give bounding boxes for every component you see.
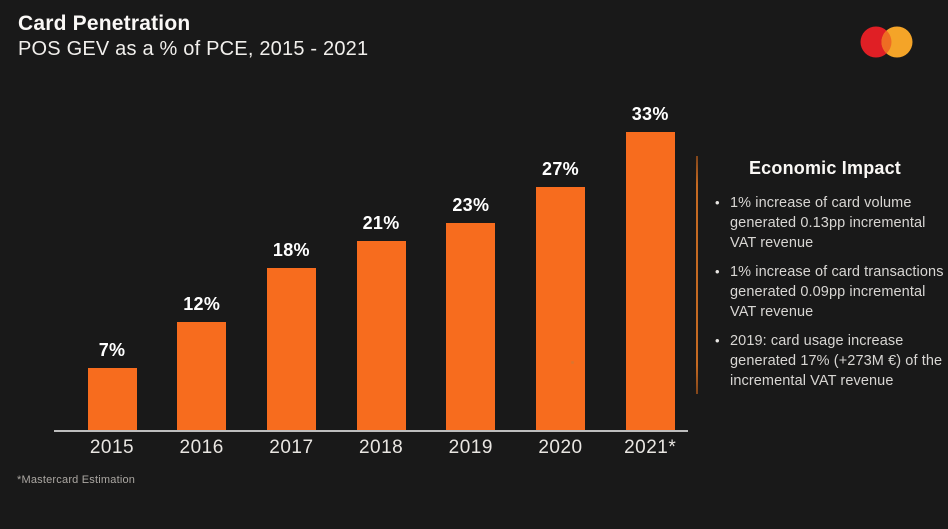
bar-value-label: 23% xyxy=(452,195,490,215)
bar-value-label: 27% xyxy=(542,159,579,179)
bar-2017 xyxy=(266,268,316,431)
bar-value-label: 33% xyxy=(631,104,669,124)
bar-2018 xyxy=(356,241,406,431)
bar-value-label: 18% xyxy=(272,240,310,260)
x-axis-tick-label: 2015 xyxy=(89,437,135,458)
bar-2020 xyxy=(536,187,585,431)
economic-impact-bullet: 2019: card usage increase generated 17% … xyxy=(706,331,944,391)
page-subtitle: POS GEV as a % of PCE, 2015 - 2021 xyxy=(18,38,369,60)
economic-impact-list: 1% increase of card volume generated 0.1… xyxy=(706,193,944,391)
stray-pixel-artifact xyxy=(571,361,574,364)
bar-2016 xyxy=(177,322,227,431)
x-axis-tick-label: 2019 xyxy=(448,437,493,458)
x-axis-tick-label: 2016 xyxy=(179,437,224,458)
x-axis-tick-label: 2017 xyxy=(269,437,314,458)
bar-value-label: 7% xyxy=(98,340,126,360)
accent-divider-line xyxy=(696,156,698,394)
x-axis-tick-label: 2021* xyxy=(624,437,677,458)
x-axis-tick-label: 2020 xyxy=(538,437,583,458)
economic-impact-bullet: 1% increase of card volume generated 0.1… xyxy=(706,193,944,253)
bar-2021 xyxy=(625,132,675,431)
bar-2019 xyxy=(446,223,496,431)
page-title: Card Penetration xyxy=(18,12,191,35)
mastercard-logo-icon xyxy=(860,26,913,58)
economic-impact-bullet: 1% increase of card transactions generat… xyxy=(706,262,944,322)
bar-2015 xyxy=(87,368,137,431)
bar-value-label: 21% xyxy=(362,213,400,233)
economic-impact-heading: Economic Impact xyxy=(748,158,902,178)
x-axis-line xyxy=(54,430,688,432)
bar-value-label: 12% xyxy=(183,294,221,314)
footnote: *Mastercard Estimation xyxy=(17,474,136,486)
economic-impact-panel: Economic Impact 1% increase of card volu… xyxy=(706,158,944,400)
x-axis-tick-label: 2018 xyxy=(358,437,404,458)
